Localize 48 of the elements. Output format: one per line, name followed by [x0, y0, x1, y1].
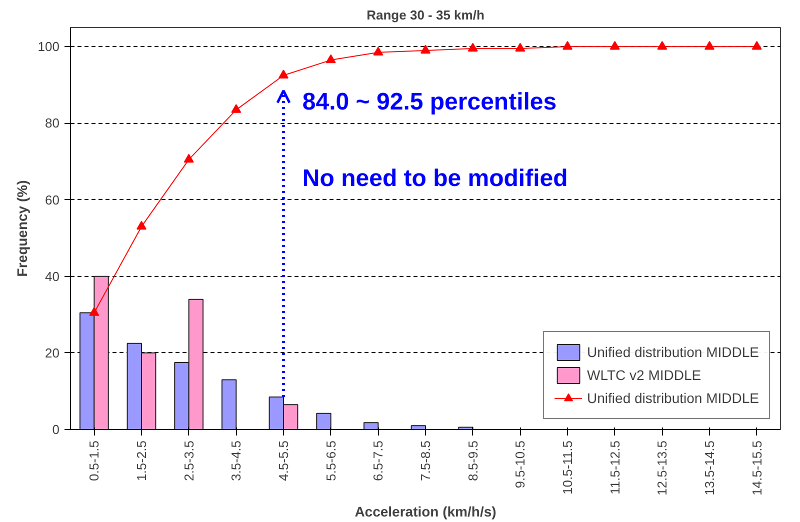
point [610, 40, 620, 50]
x-tick-label: 4.5-5.5 [276, 440, 291, 481]
y-axis-title: Frequency (%) [14, 180, 30, 277]
point [752, 40, 762, 50]
bar [363, 422, 379, 430]
point [704, 40, 714, 50]
x-tick-label: 14.5-15.5 [749, 440, 764, 496]
x-tick-label: 0.5-1.5 [86, 440, 102, 481]
point [231, 104, 242, 113]
point [657, 40, 668, 50]
legend-label: Unified distribution MIDDLE [587, 344, 759, 360]
annotation: 84.0 ~ 92.5 percentiles [302, 88, 557, 116]
y-tick-label: 0 [52, 422, 60, 437]
y-tick-label: 80 [45, 116, 60, 131]
x-tick-label: 12.5-13.5 [654, 440, 670, 496]
y-tick-label: 20 [45, 345, 60, 360]
x-tick-label: 3.5-4.5 [228, 440, 244, 481]
point [326, 54, 336, 64]
y-tick-label: 40 [45, 268, 60, 284]
x-tick-label: 13.5-14.5 [702, 440, 717, 496]
point [278, 70, 288, 78]
x-tick-label: 11.5-12.5 [607, 440, 622, 494]
x-tick-label: 1.5-2.5 [134, 440, 149, 481]
x-tick-label: 6.5-7.5 [370, 440, 386, 481]
x-tick-label: 10.5-11.5 [560, 440, 575, 494]
annotation: No need to be modified [302, 165, 568, 192]
y-tick-label: 60 [45, 192, 60, 208]
point [562, 40, 572, 50]
bar [221, 379, 237, 430]
x-tick-label: 2.5-3.5 [181, 440, 196, 481]
legend-label: Unified distribution MIDDLE [587, 390, 759, 406]
legend-label: WLTC v2 MIDDLE [587, 367, 702, 383]
x-tick-label: 9.5-10.5 [512, 440, 528, 488]
bar [316, 412, 332, 430]
x-axis-title: Acceleration (km/h/s) [354, 503, 496, 520]
x-tick-label: 5.5-6.5 [323, 440, 338, 481]
point [515, 42, 526, 52]
x-tick-label: 7.5-8.5 [418, 440, 433, 481]
y-tick-label: 100 [38, 39, 60, 54]
point [89, 307, 100, 316]
bar [410, 425, 426, 430]
point [468, 42, 478, 52]
x-tick-label: 8.5-9.5 [465, 440, 480, 481]
chart-title: Range 30 - 35 km/h [366, 8, 484, 22]
point [184, 154, 194, 163]
point [420, 44, 430, 54]
point [136, 220, 146, 230]
point [373, 46, 384, 56]
